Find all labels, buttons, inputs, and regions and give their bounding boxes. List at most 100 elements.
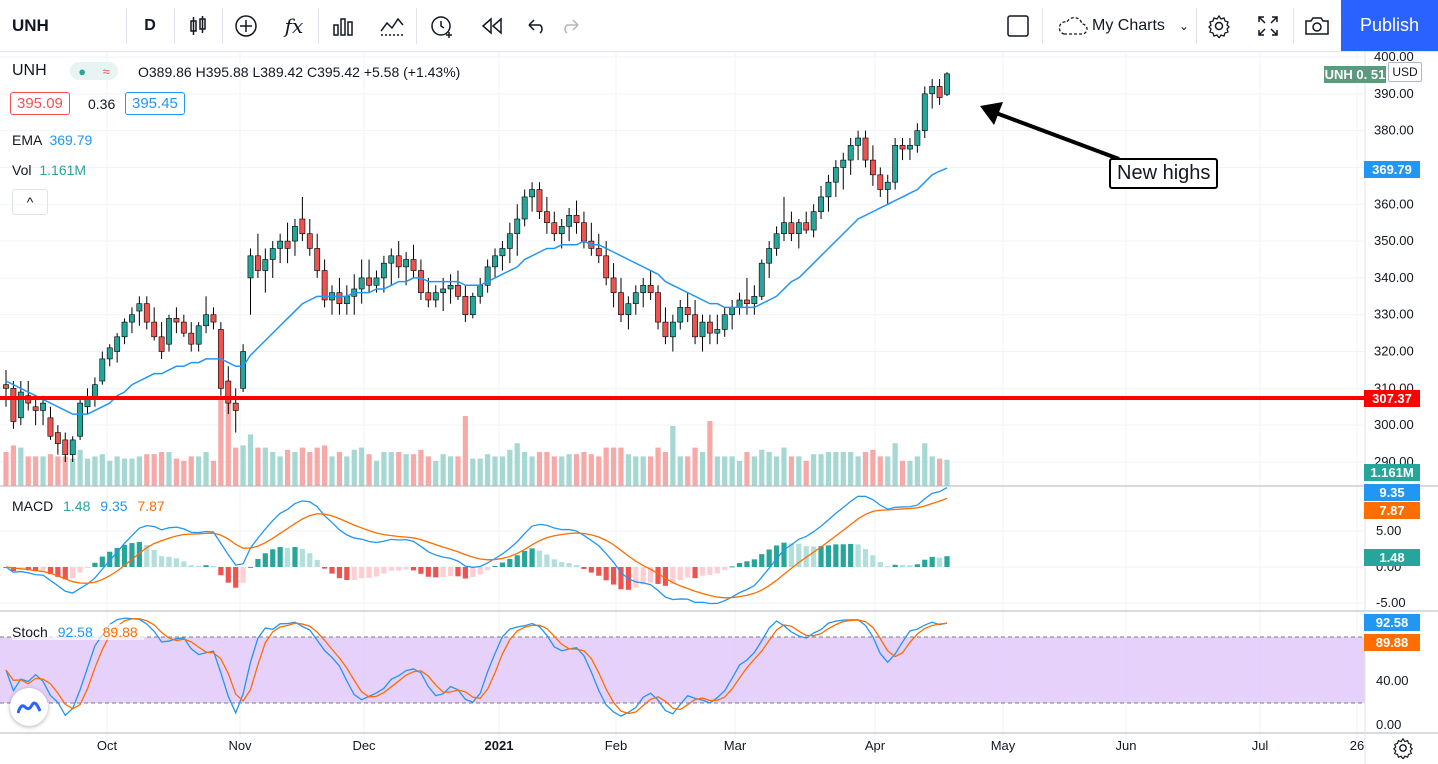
spread-value: 0.36 [88, 96, 116, 112]
volume-bar [84, 458, 91, 486]
replay-icon[interactable] [474, 0, 510, 51]
close-value: 395.42 [317, 64, 360, 80]
macd-histogram-bar [603, 567, 609, 581]
annotation-arrow [980, 102, 1120, 161]
volume-bar [425, 456, 431, 486]
macd-histogram-bar [55, 567, 61, 577]
price-tick-label: 360.00 [1374, 196, 1414, 211]
sell-price-box[interactable]: 395.09 [10, 92, 70, 115]
line-chart-icon[interactable] [374, 0, 410, 51]
collapse-legend-button[interactable]: ^ [12, 189, 48, 215]
volume-bar [307, 452, 313, 486]
alert-clock-icon[interactable] [422, 0, 462, 51]
macd-histogram-bar [121, 544, 128, 567]
candle-body [832, 167, 839, 183]
candle-body [714, 329, 721, 334]
signal-price-label: 7.87 [1364, 502, 1420, 519]
layout-square-icon[interactable] [1000, 0, 1036, 51]
volume-bar [551, 456, 557, 486]
candle-body [773, 233, 780, 249]
fx-icon[interactable]: fx [284, 13, 304, 38]
candle-body [299, 218, 306, 235]
stoch-tick-label: 40.00 [1376, 673, 1409, 688]
volume-bar [662, 452, 669, 486]
volume-bar [633, 456, 639, 486]
volume-bar [158, 452, 165, 486]
candle-body [106, 347, 113, 360]
candle-body [292, 226, 298, 242]
candle-body [514, 218, 521, 235]
macd-histogram-bar [877, 562, 883, 567]
volume-bar [173, 458, 180, 486]
stoch-k-value: 92.58 [57, 624, 93, 640]
volume-bar [825, 452, 832, 486]
candle-body [462, 296, 469, 316]
buy-price-box[interactable]: 395.45 [125, 92, 185, 115]
time-tick-label: Jun [1116, 738, 1137, 753]
candle-body [818, 196, 824, 212]
fullscreen-icon[interactable] [1250, 0, 1286, 51]
volume-bar [848, 452, 854, 486]
candle-body [69, 439, 76, 455]
volume-bar [3, 452, 9, 486]
macd-histogram-bar [322, 567, 328, 569]
undo-icon[interactable] [518, 0, 554, 51]
publish-button[interactable]: Publish [1341, 0, 1438, 51]
volume-bar [18, 447, 24, 486]
macd-legend: MACD 1.48 9.35 7.87 [12, 498, 165, 514]
interval-button[interactable]: D [144, 16, 156, 34]
candle-body [32, 406, 39, 411]
currency-button[interactable]: USD [1388, 62, 1422, 82]
close-label: C [306, 64, 318, 80]
macd-histogram-bar [270, 549, 276, 567]
wave-icon: ≈ [102, 63, 110, 79]
volume-bar [247, 434, 254, 486]
macd-histogram-bar [10, 567, 17, 572]
macd-value: 9.35 [100, 498, 128, 514]
symbol-search-button[interactable]: UNH [12, 15, 49, 35]
volume-bar [92, 456, 98, 486]
volume-bar [373, 460, 380, 486]
plus-circle-icon[interactable] [228, 0, 264, 51]
candle-body [225, 380, 232, 404]
volume-bar [10, 445, 17, 486]
volume-bar [773, 456, 780, 486]
candles-icon[interactable] [180, 0, 216, 51]
price-chart[interactable]: 5.000.00-5.00 40.00 0.00 400.00 390.00 380.… [0, 51, 1438, 764]
market-status-badge[interactable]: ● ≈ [70, 62, 118, 80]
tradingview-logo-icon[interactable] [10, 688, 48, 726]
volume-bar [907, 460, 913, 486]
volume-bar [47, 454, 54, 486]
macd-histogram-bar [766, 549, 772, 567]
volume-bar [403, 454, 409, 486]
candle-body [10, 388, 17, 422]
candle-body [840, 159, 847, 168]
candle-body [825, 181, 832, 198]
gear-icon[interactable] [1201, 0, 1237, 51]
volume-bar [351, 449, 357, 486]
top-toolbar: UNH D fx My Charts ⌄ [0, 0, 1438, 52]
candle-body [158, 336, 165, 352]
stoch-d-price-label: 89.88 [1364, 634, 1420, 651]
macd-histogram-bar [344, 567, 350, 580]
volume-bar [388, 452, 394, 486]
stoch-panel: 40.00 0.00 [5, 617, 1409, 732]
gear-icon[interactable] [1392, 737, 1416, 761]
my-charts-button[interactable]: My Charts ⌄ [1050, 0, 1195, 51]
candle-body [447, 284, 454, 290]
candle-body [40, 402, 46, 411]
bars-icon[interactable] [325, 0, 361, 51]
volume-bar [944, 459, 950, 486]
cloud-icon [1056, 16, 1088, 36]
camera-icon[interactable] [1299, 0, 1335, 51]
volume-bar [121, 458, 128, 486]
new-highs-annotation[interactable]: New highs [1109, 158, 1219, 189]
candle-body [766, 248, 773, 264]
macd-histogram-bar [47, 567, 54, 575]
time-tick-label: Nov [228, 738, 252, 753]
macd-histogram-bar [825, 545, 832, 567]
candle-body [395, 255, 402, 268]
volume-bar [929, 456, 935, 486]
volume-bar [544, 452, 550, 486]
volume-bar [299, 447, 305, 486]
